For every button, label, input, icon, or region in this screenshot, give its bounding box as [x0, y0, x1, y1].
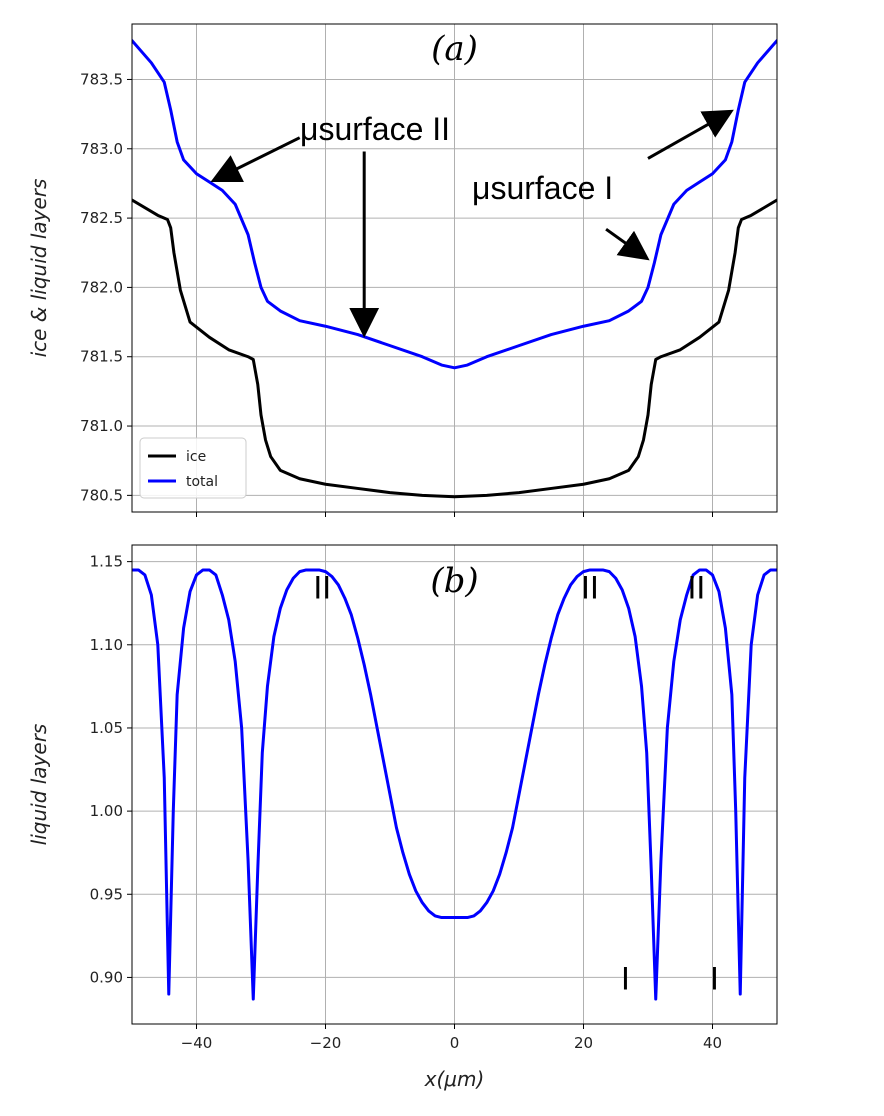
- y-axis-label: liquid layers: [27, 724, 51, 846]
- panel-b-chart: −40 −20 0 20 40 0.90 0.95 1.00 1.05 1.10 1.15 liqui…: [27, 544, 778, 1091]
- y-tick-label: 1.10: [90, 636, 123, 654]
- y-tick-label: 1.05: [90, 719, 123, 737]
- series-line-total: [132, 39, 777, 370]
- x-tick-label: 0: [450, 1034, 460, 1052]
- y-tick-label: 781.5: [80, 348, 123, 366]
- annotation-arrow: [210, 136, 301, 183]
- panel-label: (b): [430, 561, 478, 601]
- annotation-label: μsurface II: [300, 111, 450, 147]
- legend-label-total: total: [186, 474, 218, 490]
- y-tick-label: 780.5: [80, 486, 123, 504]
- y-tick-label: 0.90: [90, 968, 123, 986]
- annotation-arrow: [647, 109, 734, 160]
- region-label: I: [710, 960, 719, 996]
- region-label: II: [687, 570, 705, 606]
- y-tick-label: 1.15: [90, 553, 123, 571]
- region-label: I: [621, 960, 630, 996]
- x-tick-label: −40: [181, 1034, 213, 1052]
- region-label: II: [313, 570, 331, 606]
- x-tick-label: 40: [703, 1034, 722, 1052]
- panel-a-chart: 780.5 781.0 781.5 782.0 782.5 783.0 783.5 ice &…: [27, 23, 778, 517]
- y-tick-label: 783.5: [80, 70, 123, 88]
- y-tick-label: 783.0: [80, 140, 123, 158]
- panel-label: (a): [431, 29, 478, 69]
- x-tick-label: 20: [574, 1034, 593, 1052]
- y-tick-label: 781.0: [80, 417, 123, 435]
- y-tick-label: 782.0: [80, 278, 123, 296]
- y-tick-label: 782.5: [80, 209, 123, 227]
- series-line-liquid: [132, 568, 777, 1001]
- x-axis-label: x(μm): [424, 1067, 485, 1091]
- legend-box: [139, 437, 247, 499]
- region-label: II: [581, 570, 599, 606]
- annotation-label: μsurface I: [472, 170, 613, 206]
- y-tick-label: 1.00: [90, 802, 123, 820]
- series-line-ice: [132, 198, 777, 499]
- y-axis-label: ice & liquid layers: [27, 179, 51, 358]
- legend-label-ice: ice: [186, 449, 206, 465]
- y-tick-label: 0.95: [90, 885, 123, 903]
- annotation-arrow: [605, 227, 650, 261]
- x-tick-label: −20: [310, 1034, 342, 1052]
